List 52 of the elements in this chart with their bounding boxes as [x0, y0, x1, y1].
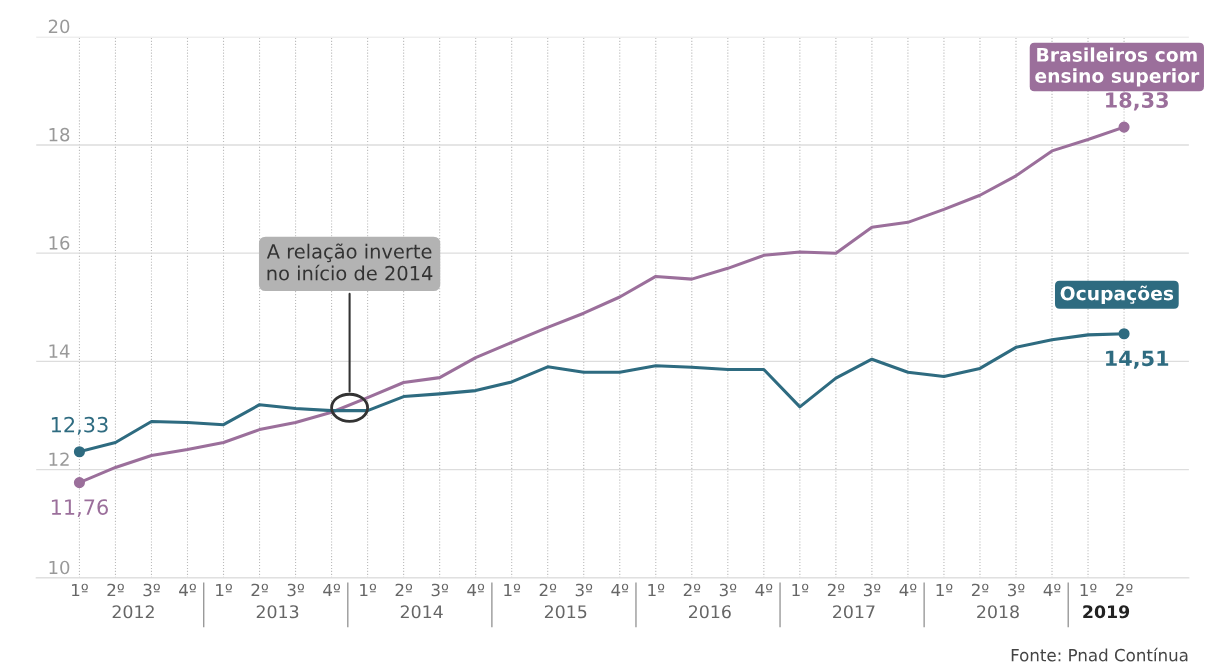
- x-tick-label: 3º: [1008, 583, 1025, 597]
- x-tick-label: 2º: [395, 583, 413, 597]
- x-tick-label: 3º: [431, 583, 449, 597]
- x-tick-label: 1º: [936, 583, 953, 597]
- x-tick-label: 1º: [1080, 583, 1097, 597]
- text: 2015: [544, 605, 587, 619]
- x-tick-label: 3º: [287, 583, 304, 597]
- series-label: Ocupações: [1060, 285, 1174, 305]
- text: 2018: [977, 605, 1019, 619]
- x-tick-label: 4º: [755, 583, 773, 597]
- x-tick-label: 1º: [792, 583, 809, 597]
- x-tick-label: 2º: [971, 583, 989, 597]
- x-tick-label: 2º: [683, 583, 701, 597]
- x-tick-label: 1º: [648, 583, 665, 597]
- y-tick-label: 18: [49, 127, 70, 142]
- x-tick-label: 3º: [575, 583, 593, 597]
- x-tick-label: 1º: [216, 583, 232, 597]
- data-label: 18,33: [1106, 92, 1168, 111]
- x-tick-label: 4º: [1043, 583, 1061, 597]
- data-label: 12,33: [51, 416, 108, 435]
- x-tick-label: 4º: [899, 583, 917, 597]
- x-tick-label: 4º: [467, 583, 485, 597]
- x-tick-label: 2º: [539, 583, 557, 597]
- y-tick-label: 14: [49, 344, 70, 358]
- source-note: Fonte: Pnad Contínua: [1011, 647, 1188, 662]
- x-tick-label: 4º: [179, 583, 196, 597]
- y-tick-label: 16: [49, 236, 70, 250]
- x-tick-label: 3º: [719, 583, 737, 597]
- text: 2016: [688, 605, 731, 619]
- x-tick-label: 2º: [107, 583, 124, 597]
- x-tick-label: 1º: [72, 583, 88, 597]
- text: Brasileiros com ensino superior: [1035, 47, 1200, 87]
- text: 2013: [256, 605, 299, 619]
- y-tick-label: 12: [49, 452, 69, 466]
- x-tick-label: 1º: [360, 583, 377, 597]
- text: 2017: [833, 605, 875, 619]
- x-tick-label: 2º: [1116, 583, 1133, 597]
- data-label: 11,76: [51, 499, 108, 518]
- x-tick-label: 2º: [827, 583, 845, 597]
- annotation: A relação inverte no início de 2014: [266, 243, 433, 281]
- y-tick-label: 20: [48, 19, 70, 34]
- text: 2019: [1083, 605, 1130, 619]
- x-tick-label: 2º: [251, 583, 268, 597]
- x-tick-label: 3º: [863, 583, 881, 597]
- y-tick-label: 10: [49, 560, 70, 575]
- text: 2012: [112, 605, 154, 619]
- data-label: 14,51: [1106, 350, 1169, 369]
- x-tick-label: 4º: [611, 583, 629, 597]
- x-tick-label: 4º: [323, 583, 341, 597]
- x-tick-label: 3º: [143, 583, 160, 597]
- x-tick-label: 1º: [504, 583, 521, 597]
- text: 2014: [400, 605, 443, 619]
